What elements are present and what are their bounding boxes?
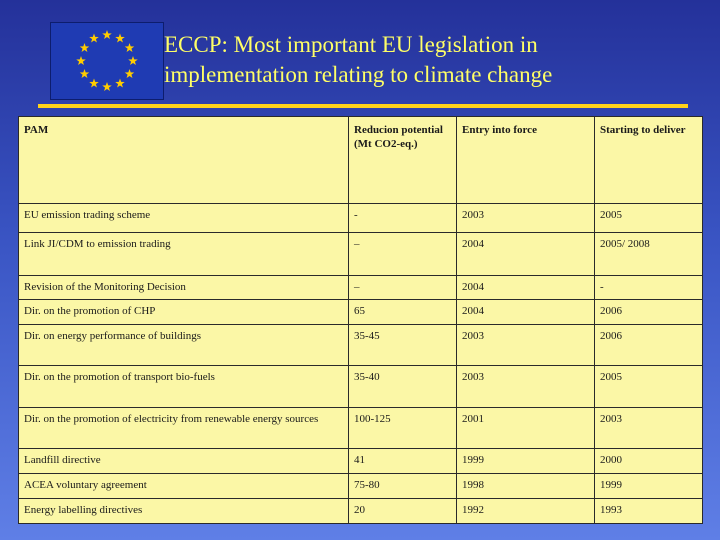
cell-entry: 1998 bbox=[456, 473, 595, 499]
eu-star-icon bbox=[89, 33, 99, 43]
cell-entry: 1992 bbox=[456, 498, 595, 524]
header-pam: PAM bbox=[18, 116, 349, 204]
cell-pam: Dir. on energy performance of buildings bbox=[18, 324, 349, 366]
table-row: ACEA voluntary agreement 75-80 1998 1999 bbox=[18, 473, 703, 499]
cell-deliver: 2003 bbox=[594, 407, 703, 449]
cell-pam: EU emission trading scheme bbox=[18, 203, 349, 233]
cell-entry: 2004 bbox=[456, 299, 595, 325]
header-reduction-potential: Reducion potential (Mt CO2-eq.) bbox=[348, 116, 457, 204]
table-row: EU emission trading scheme - 2003 2005 bbox=[18, 203, 703, 233]
eu-star-icon bbox=[115, 33, 125, 43]
cell-pam: Energy labelling directives bbox=[18, 498, 349, 524]
cell-deliver: - bbox=[594, 275, 703, 300]
cell-deliver: 2005 bbox=[594, 203, 703, 233]
cell-entry: 2003 bbox=[456, 203, 595, 233]
legislation-table: PAM Reducion potential (Mt CO2-eq.) Entr… bbox=[18, 116, 703, 524]
cell-deliver: 1993 bbox=[594, 498, 703, 524]
cell-pam: Dir. on the promotion of transport bio-f… bbox=[18, 365, 349, 408]
table-row: Landfill directive 41 1999 2000 bbox=[18, 448, 703, 474]
eu-star-icon bbox=[76, 56, 86, 66]
cell-deliver: 1999 bbox=[594, 473, 703, 499]
cell-deliver: 2000 bbox=[594, 448, 703, 474]
header-starting-to-deliver: Starting to deliver bbox=[594, 116, 703, 204]
eu-star-icon bbox=[115, 78, 125, 88]
cell-entry: 1999 bbox=[456, 448, 595, 474]
cell-pam: Link JI/CDM to emission trading bbox=[18, 232, 349, 276]
table-row: Revision of the Monitoring Decision – 20… bbox=[18, 275, 703, 300]
title-underline bbox=[38, 104, 688, 108]
eu-flag-icon bbox=[50, 22, 164, 100]
cell-entry: 2001 bbox=[456, 407, 595, 449]
cell-pam: Landfill directive bbox=[18, 448, 349, 474]
eu-star-icon bbox=[89, 78, 99, 88]
cell-reduction: 65 bbox=[348, 299, 457, 325]
eu-star-icon bbox=[102, 82, 112, 92]
cell-deliver: 2006 bbox=[594, 299, 703, 325]
cell-reduction: - bbox=[348, 203, 457, 233]
title-line-1: ECCP: Most important EU legislation in bbox=[164, 32, 538, 57]
cell-reduction: 35-40 bbox=[348, 365, 457, 408]
cell-deliver: 2005/ 2008 bbox=[594, 232, 703, 276]
table-row: Dir. on the promotion of CHP 65 2004 200… bbox=[18, 299, 703, 325]
header-entry-into-force: Entry into force bbox=[456, 116, 595, 204]
table-row: Dir. on the promotion of electricity fro… bbox=[18, 407, 703, 449]
cell-entry: 2004 bbox=[456, 232, 595, 276]
cell-entry: 2004 bbox=[456, 275, 595, 300]
page-title: ECCP: Most important EU legislation in i… bbox=[164, 30, 704, 90]
cell-reduction: 20 bbox=[348, 498, 457, 524]
cell-deliver: 2006 bbox=[594, 324, 703, 366]
cell-pam: ACEA voluntary agreement bbox=[18, 473, 349, 499]
cell-deliver: 2005 bbox=[594, 365, 703, 408]
eu-star-icon bbox=[102, 30, 112, 40]
cell-reduction: 41 bbox=[348, 448, 457, 474]
cell-reduction: 100-125 bbox=[348, 407, 457, 449]
cell-reduction: – bbox=[348, 232, 457, 276]
eu-star-icon bbox=[79, 69, 90, 79]
cell-reduction: – bbox=[348, 275, 457, 300]
cell-pam: Revision of the Monitoring Decision bbox=[18, 275, 349, 300]
cell-entry: 2003 bbox=[456, 365, 595, 408]
eu-stars bbox=[76, 30, 138, 92]
table-row: Dir. on energy performance of buildings … bbox=[18, 324, 703, 366]
cell-pam: Dir. on the promotion of CHP bbox=[18, 299, 349, 325]
table-row: Link JI/CDM to emission trading – 2004 2… bbox=[18, 232, 703, 276]
eu-star-icon bbox=[128, 56, 138, 66]
cell-entry: 2003 bbox=[456, 324, 595, 366]
cell-reduction: 35-45 bbox=[348, 324, 457, 366]
eu-star-icon bbox=[79, 43, 90, 53]
title-line-2: implementation relating to climate chang… bbox=[164, 62, 553, 87]
cell-reduction: 75-80 bbox=[348, 473, 457, 499]
table-header-row: PAM Reducion potential (Mt CO2-eq.) Entr… bbox=[18, 116, 703, 204]
table-row: Energy labelling directives 20 1992 1993 bbox=[18, 498, 703, 524]
eu-star-icon bbox=[124, 43, 135, 53]
cell-pam: Dir. on the promotion of electricity fro… bbox=[18, 407, 349, 449]
table-row: Dir. on the promotion of transport bio-f… bbox=[18, 365, 703, 408]
eu-star-icon bbox=[124, 69, 135, 79]
